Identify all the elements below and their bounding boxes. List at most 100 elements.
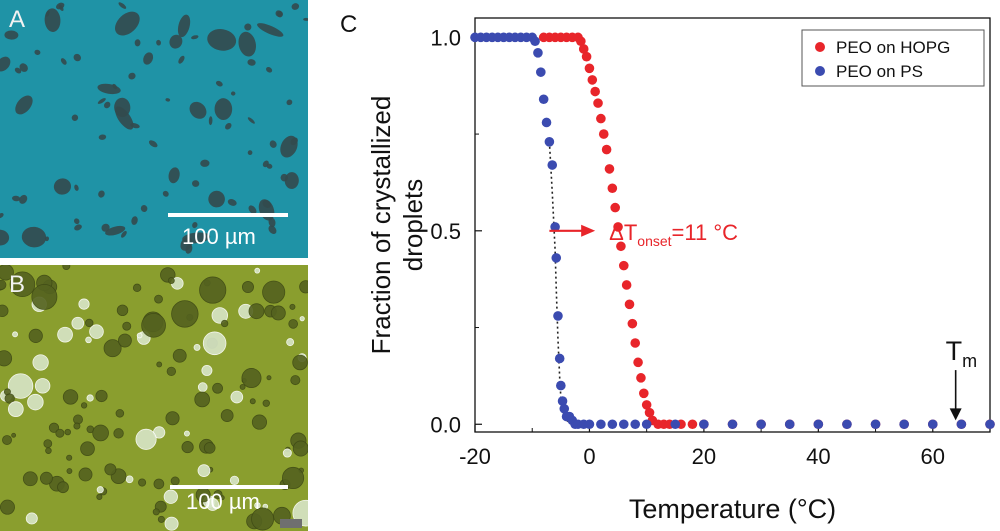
ps-point [547, 160, 558, 170]
droplet [0, 304, 9, 317]
y-axis-label-line: Fraction of crystallized [366, 96, 396, 355]
particle [44, 8, 61, 32]
droplet [96, 493, 103, 500]
particle [165, 98, 171, 102]
ps-point [550, 222, 560, 232]
droplet [172, 348, 187, 363]
droplet [165, 411, 180, 426]
ps-point [551, 253, 562, 263]
particle [269, 140, 277, 148]
droplet [73, 422, 81, 430]
droplet [39, 471, 53, 485]
droplet [103, 339, 122, 358]
droplet [117, 333, 132, 348]
particle [169, 34, 183, 49]
particle [19, 63, 28, 72]
particle [162, 190, 169, 197]
hopg-point [618, 260, 629, 271]
droplet [156, 361, 163, 368]
hopg-point [596, 113, 606, 124]
particle [0, 56, 11, 72]
droplet [251, 507, 275, 531]
y-tick-label: 0.5 [430, 219, 461, 244]
particle [192, 221, 198, 229]
droplet [202, 331, 227, 356]
particle [115, 106, 134, 130]
particle [53, 178, 72, 195]
hopg-point [604, 164, 615, 174]
droplet [135, 428, 157, 450]
ps-point [596, 419, 606, 430]
droplet [27, 393, 44, 411]
droplet [85, 318, 94, 328]
ps-point [541, 117, 552, 128]
micrograph-a-particles [0, 2, 308, 254]
hopg-point [627, 318, 638, 329]
ps-point [607, 419, 618, 430]
particle [266, 67, 273, 73]
legend-marker [815, 66, 825, 76]
particle [266, 163, 273, 169]
legend-label: PEO on PS [836, 62, 923, 81]
x-tick-label: 60 [921, 444, 945, 469]
particle [104, 101, 111, 109]
droplet [31, 283, 58, 310]
particle [268, 225, 277, 234]
droplet [199, 276, 227, 304]
particle [115, 11, 140, 36]
ps-point [699, 419, 709, 430]
particle [143, 52, 154, 65]
droplet [73, 414, 83, 425]
panel-c-letter: C [340, 11, 357, 38]
particle [34, 49, 41, 55]
particle [168, 167, 180, 184]
x-tick-label: 40 [806, 444, 830, 469]
particle [105, 225, 126, 236]
ps-point [927, 419, 938, 430]
x-axis-label: Temperature (°C) [629, 494, 836, 524]
particle [11, 195, 21, 202]
particle [247, 150, 253, 155]
particle [214, 98, 233, 120]
chart-marks [470, 32, 995, 430]
ps-point [756, 419, 766, 430]
particle [74, 184, 79, 191]
droplet [25, 512, 38, 525]
droplet [78, 298, 90, 310]
droplet [71, 316, 85, 330]
droplet [266, 375, 272, 381]
droplet [85, 336, 92, 344]
particle [97, 98, 106, 104]
droplet [48, 422, 60, 433]
droplet [201, 364, 213, 376]
ps-point [544, 137, 555, 147]
ps-point [870, 419, 881, 430]
particle [286, 99, 293, 106]
hopg-point [607, 183, 618, 194]
particle [73, 218, 80, 225]
droplet [262, 399, 270, 407]
droplet [220, 319, 229, 328]
droplet [62, 265, 71, 271]
droplet [241, 281, 254, 294]
droplet [66, 454, 73, 461]
ps-point [533, 48, 543, 58]
tm-label: Tm [946, 336, 978, 371]
droplet [230, 390, 244, 404]
droplet [164, 516, 179, 531]
micrograph-b-droplets [0, 265, 308, 531]
droplet [251, 414, 268, 430]
particle [200, 159, 210, 167]
droplet [154, 294, 163, 304]
ps-point [554, 353, 565, 364]
particle [98, 190, 105, 198]
tm-arrow-head [949, 408, 962, 421]
particle [225, 122, 232, 130]
droplet [11, 432, 17, 438]
droplet [113, 428, 124, 439]
x-tick-label: 0 [583, 444, 595, 469]
y-axis-label: Fraction of crystallizeddroplets [366, 96, 428, 355]
droplet [125, 475, 134, 484]
droplet [181, 441, 194, 454]
droplet [152, 508, 160, 516]
